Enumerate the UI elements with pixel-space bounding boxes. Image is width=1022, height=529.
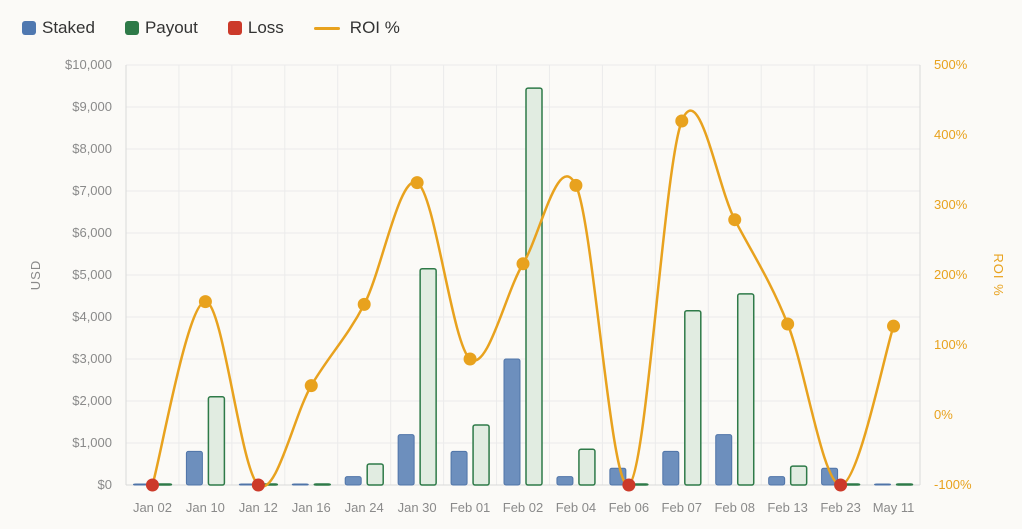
x-tick-label: Jan 12 — [239, 500, 278, 515]
roi-point — [569, 178, 583, 192]
y-tick-label: $8,000 — [72, 141, 112, 156]
y2-tick-label: 0% — [934, 407, 953, 422]
y-tick-label: $7,000 — [72, 183, 112, 198]
loss-point — [834, 478, 848, 492]
legend-label-staked: Staked — [42, 18, 95, 37]
legend-item-loss[interactable]: Loss — [227, 18, 284, 38]
bar-payout — [366, 463, 384, 486]
roi-point — [304, 379, 318, 393]
y2-tick-label: 500% — [934, 57, 968, 72]
bar-staked — [450, 450, 468, 486]
y2-axis-title: ROI % — [991, 253, 1006, 296]
roi-point — [728, 213, 742, 227]
bar-staked — [874, 483, 892, 486]
legend-label-loss: Loss — [247, 18, 284, 37]
bar-payout — [313, 483, 332, 486]
bar-staked — [662, 450, 680, 486]
bar-payout — [419, 267, 437, 486]
y2-tick-label: -100% — [934, 477, 972, 492]
legend: Staked Payout Loss ROI % — [22, 18, 430, 38]
y-axis-title: USD — [28, 260, 43, 290]
roi-line-swatch — [313, 26, 340, 30]
roi-point — [516, 257, 530, 271]
y2-tick-label: 400% — [934, 127, 968, 142]
y-tick-label: $9,000 — [72, 99, 112, 114]
legend-item-roi[interactable]: ROI % — [313, 18, 400, 38]
bar-payout — [207, 396, 226, 486]
bar-payout — [736, 293, 755, 486]
x-tick-label: Jan 16 — [292, 500, 331, 515]
x-tick-label: Feb 23 — [820, 500, 860, 515]
roi-point — [887, 319, 901, 333]
x-tick-label: Feb 06 — [609, 500, 649, 515]
bar-payout — [525, 87, 543, 486]
loss-point — [251, 478, 265, 492]
bar-staked — [768, 476, 786, 486]
payout-swatch — [124, 21, 139, 35]
x-tick-label: Feb 04 — [556, 500, 596, 515]
bar-payout — [578, 448, 596, 486]
y-tick-label: $3,000 — [72, 351, 112, 366]
y-tick-label: $4,000 — [72, 309, 112, 324]
x-tick-label: Jan 30 — [398, 500, 437, 515]
x-tick-label: Feb 01 — [450, 500, 490, 515]
x-tick-label: May 11 — [873, 500, 915, 515]
x-tick-label: Jan 10 — [186, 500, 225, 515]
y-tick-label: $10,000 — [65, 57, 112, 72]
bar-staked — [397, 434, 415, 486]
bar-payout — [789, 465, 808, 486]
roi-point — [675, 114, 689, 128]
legend-item-staked[interactable]: Staked — [22, 18, 95, 38]
roi-point — [781, 317, 795, 331]
bar-payout — [684, 309, 702, 486]
bar-staked — [291, 483, 309, 486]
bar-staked — [503, 358, 521, 486]
y-tick-label: $5,000 — [72, 267, 112, 282]
x-tick-label: Jan 02 — [133, 500, 172, 515]
x-tick-label: Jan 24 — [345, 500, 384, 515]
bar-staked — [715, 434, 733, 486]
y-tick-label: $0 — [98, 477, 112, 492]
y2-tick-label: 100% — [934, 337, 968, 352]
roi-point — [410, 176, 424, 190]
bar-staked — [556, 476, 574, 486]
legend-label-roi: ROI % — [349, 18, 400, 37]
y2-tick-label: 200% — [934, 267, 968, 282]
bar-payout — [895, 483, 914, 486]
y-tick-label: $2,000 — [72, 393, 112, 408]
roi-point — [357, 297, 371, 311]
x-tick-label: Feb 07 — [662, 500, 702, 515]
roi-point — [463, 352, 477, 366]
staked-swatch — [22, 21, 36, 35]
bar-staked — [185, 450, 203, 486]
y-tick-label: $1,000 — [72, 435, 112, 450]
x-tick-label: Feb 02 — [503, 500, 543, 515]
roi-line — [151, 109, 895, 488]
loss-point — [145, 478, 159, 492]
loss-point — [622, 478, 636, 492]
bar-payout — [472, 424, 490, 486]
bar-staked — [344, 476, 362, 486]
legend-item-payout[interactable]: Payout — [124, 18, 198, 38]
x-tick-label: Feb 08 — [714, 500, 754, 515]
legend-label-payout: Payout — [144, 18, 198, 37]
y-tick-label: $6,000 — [72, 225, 112, 240]
y2-tick-label: 300% — [934, 197, 968, 212]
loss-swatch — [227, 21, 242, 35]
x-tick-label: Feb 13 — [767, 500, 807, 515]
roi-point — [198, 295, 212, 309]
